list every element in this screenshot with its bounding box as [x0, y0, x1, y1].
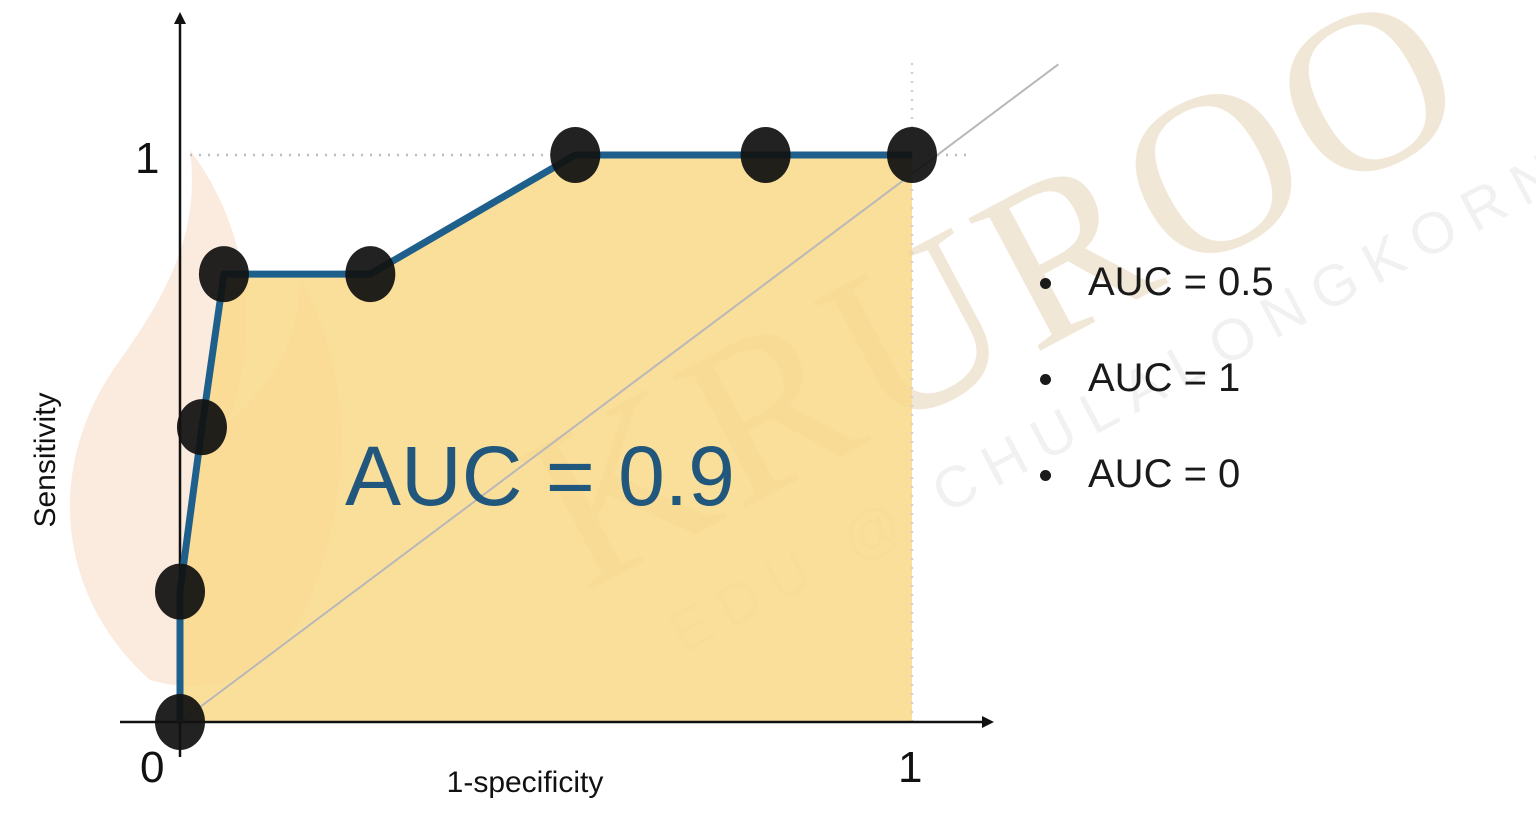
- roc-data-point: [550, 127, 601, 183]
- x-axis-label: 1-specificity: [447, 766, 604, 799]
- x-tick-label-0: 0: [140, 743, 164, 792]
- bullet-auc-0-5: AUC = 0.5: [1040, 250, 1274, 346]
- bullet-dot-icon: [1040, 374, 1051, 385]
- roc-data-point: [740, 127, 791, 183]
- roc-data-point: [198, 246, 249, 303]
- bullet-text: AUC = 1: [1088, 356, 1241, 400]
- bullet-text: AUC = 0.5: [1088, 260, 1274, 304]
- roc-data-point: [887, 127, 937, 183]
- roc-data-point: [345, 246, 396, 303]
- plot-area: 0 1 1 1-specificity Sensitivity AUC = 0.9: [29, 12, 1059, 799]
- auc-annotation: AUC = 0.9: [345, 429, 735, 523]
- roc-data-point: [176, 399, 227, 456]
- bullet-dot-icon: [1040, 470, 1051, 481]
- bullet-auc-1: AUC = 1: [1040, 346, 1274, 442]
- y-tick-label-1: 1: [135, 134, 159, 183]
- roc-data-point: [155, 563, 205, 620]
- bullet-dot-icon: [1040, 278, 1051, 289]
- bullet-text: AUC = 0: [1088, 452, 1241, 496]
- x-tick-label-1: 1: [898, 743, 922, 792]
- y-axis-label: Sensitivity: [29, 392, 62, 527]
- auc-bullet-list: AUC = 0.5 AUC = 1 AUC = 0: [1040, 250, 1274, 538]
- bullet-auc-0: AUC = 0: [1040, 442, 1274, 538]
- roc-data-point: [155, 694, 205, 750]
